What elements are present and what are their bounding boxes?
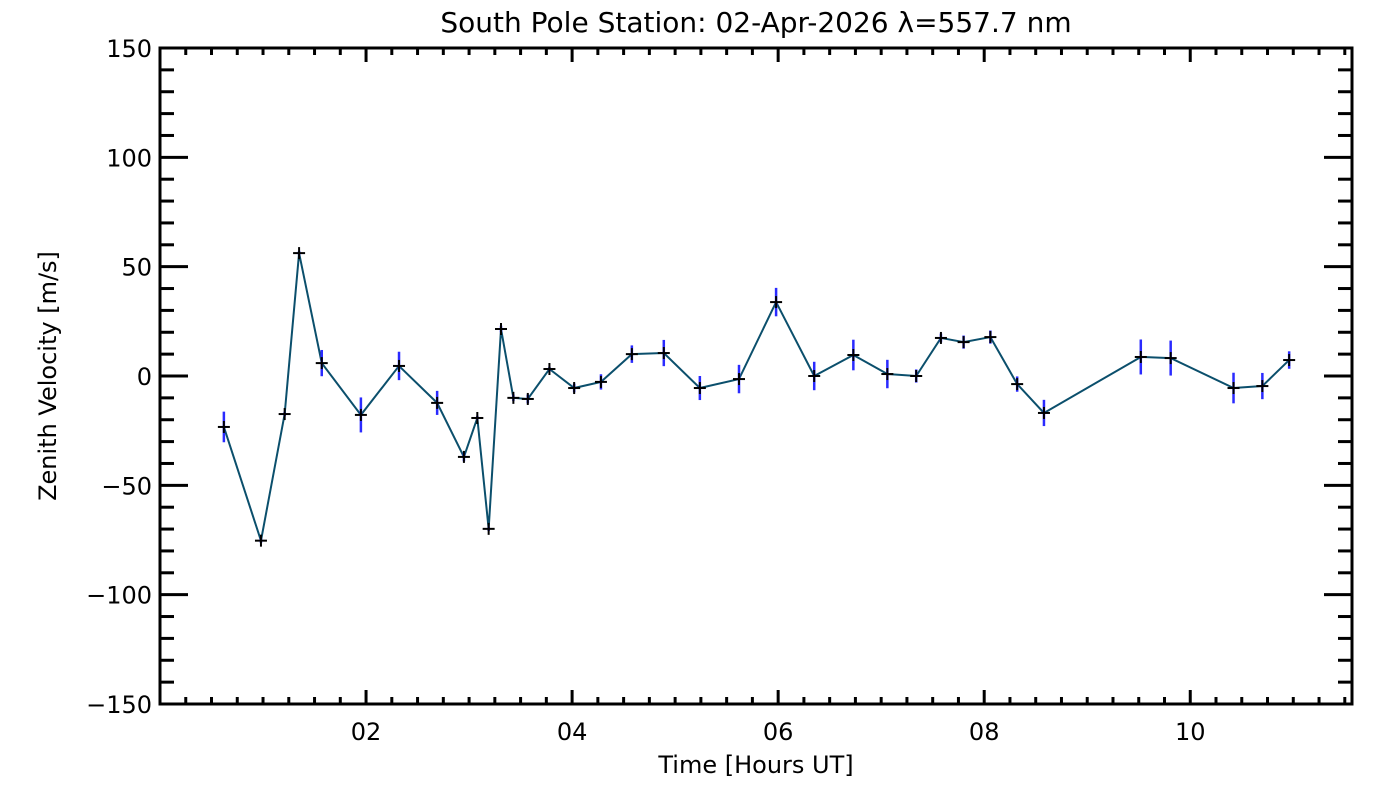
x-tick-label: 06 [763,718,794,746]
data-point [957,336,970,349]
x-tick-label: 10 [1175,718,1206,746]
data-point [217,420,230,433]
data-point [521,392,534,405]
y-tick-label: −150 [86,691,152,719]
y-tick-label: 150 [106,35,152,63]
data-point [431,396,444,409]
data-point [847,349,860,362]
y-axis-label: Zenith Velocity [m/s] [34,251,62,501]
data-point [471,411,484,424]
x-tick-label: 02 [351,718,382,746]
y-tick-label: 0 [137,363,152,391]
data-point [1227,382,1240,395]
data-point [482,522,495,535]
data-point [293,247,306,260]
series-line [222,252,1290,541]
data-point [1037,406,1050,419]
data-point [594,375,607,388]
data-point [934,331,947,344]
data-point [507,391,520,404]
data-point [770,296,783,309]
data-point [808,370,821,382]
data-point [457,450,470,463]
data-point [984,331,997,344]
chart-title: South Pole Station: 02-Apr-2026 λ=557.7 … [440,6,1071,39]
data-point [1283,354,1296,367]
data-point [657,347,670,360]
data-point [625,348,638,361]
y-tick-label: 50 [121,254,152,282]
x-tick-label: 08 [969,718,1000,746]
plot-frame [158,46,1354,706]
y-tick-label: −100 [86,582,152,610]
data-point [315,357,328,370]
y-tick-label: 100 [106,144,152,172]
data-point [1256,380,1269,393]
data-point [543,363,556,376]
data-point [568,382,581,395]
data-point [693,382,706,395]
data-point [495,322,508,335]
data-marks [217,247,1296,547]
data-point [881,368,894,381]
data-point [1134,350,1147,363]
data-point [278,408,291,421]
data-point [1011,378,1024,391]
y-tick-label: −50 [101,472,152,500]
data-point [910,370,923,382]
x-axis-label: Time [Hours UT] [657,751,853,779]
axes: 02 04 06 08 10 −150 −100 −50 0 50 100 150 [86,35,1354,746]
data-point [733,373,746,386]
data-point [254,534,267,547]
data-point [354,408,367,421]
data-point [1164,352,1177,365]
data-point [393,359,406,372]
x-tick-label: 04 [557,718,588,746]
